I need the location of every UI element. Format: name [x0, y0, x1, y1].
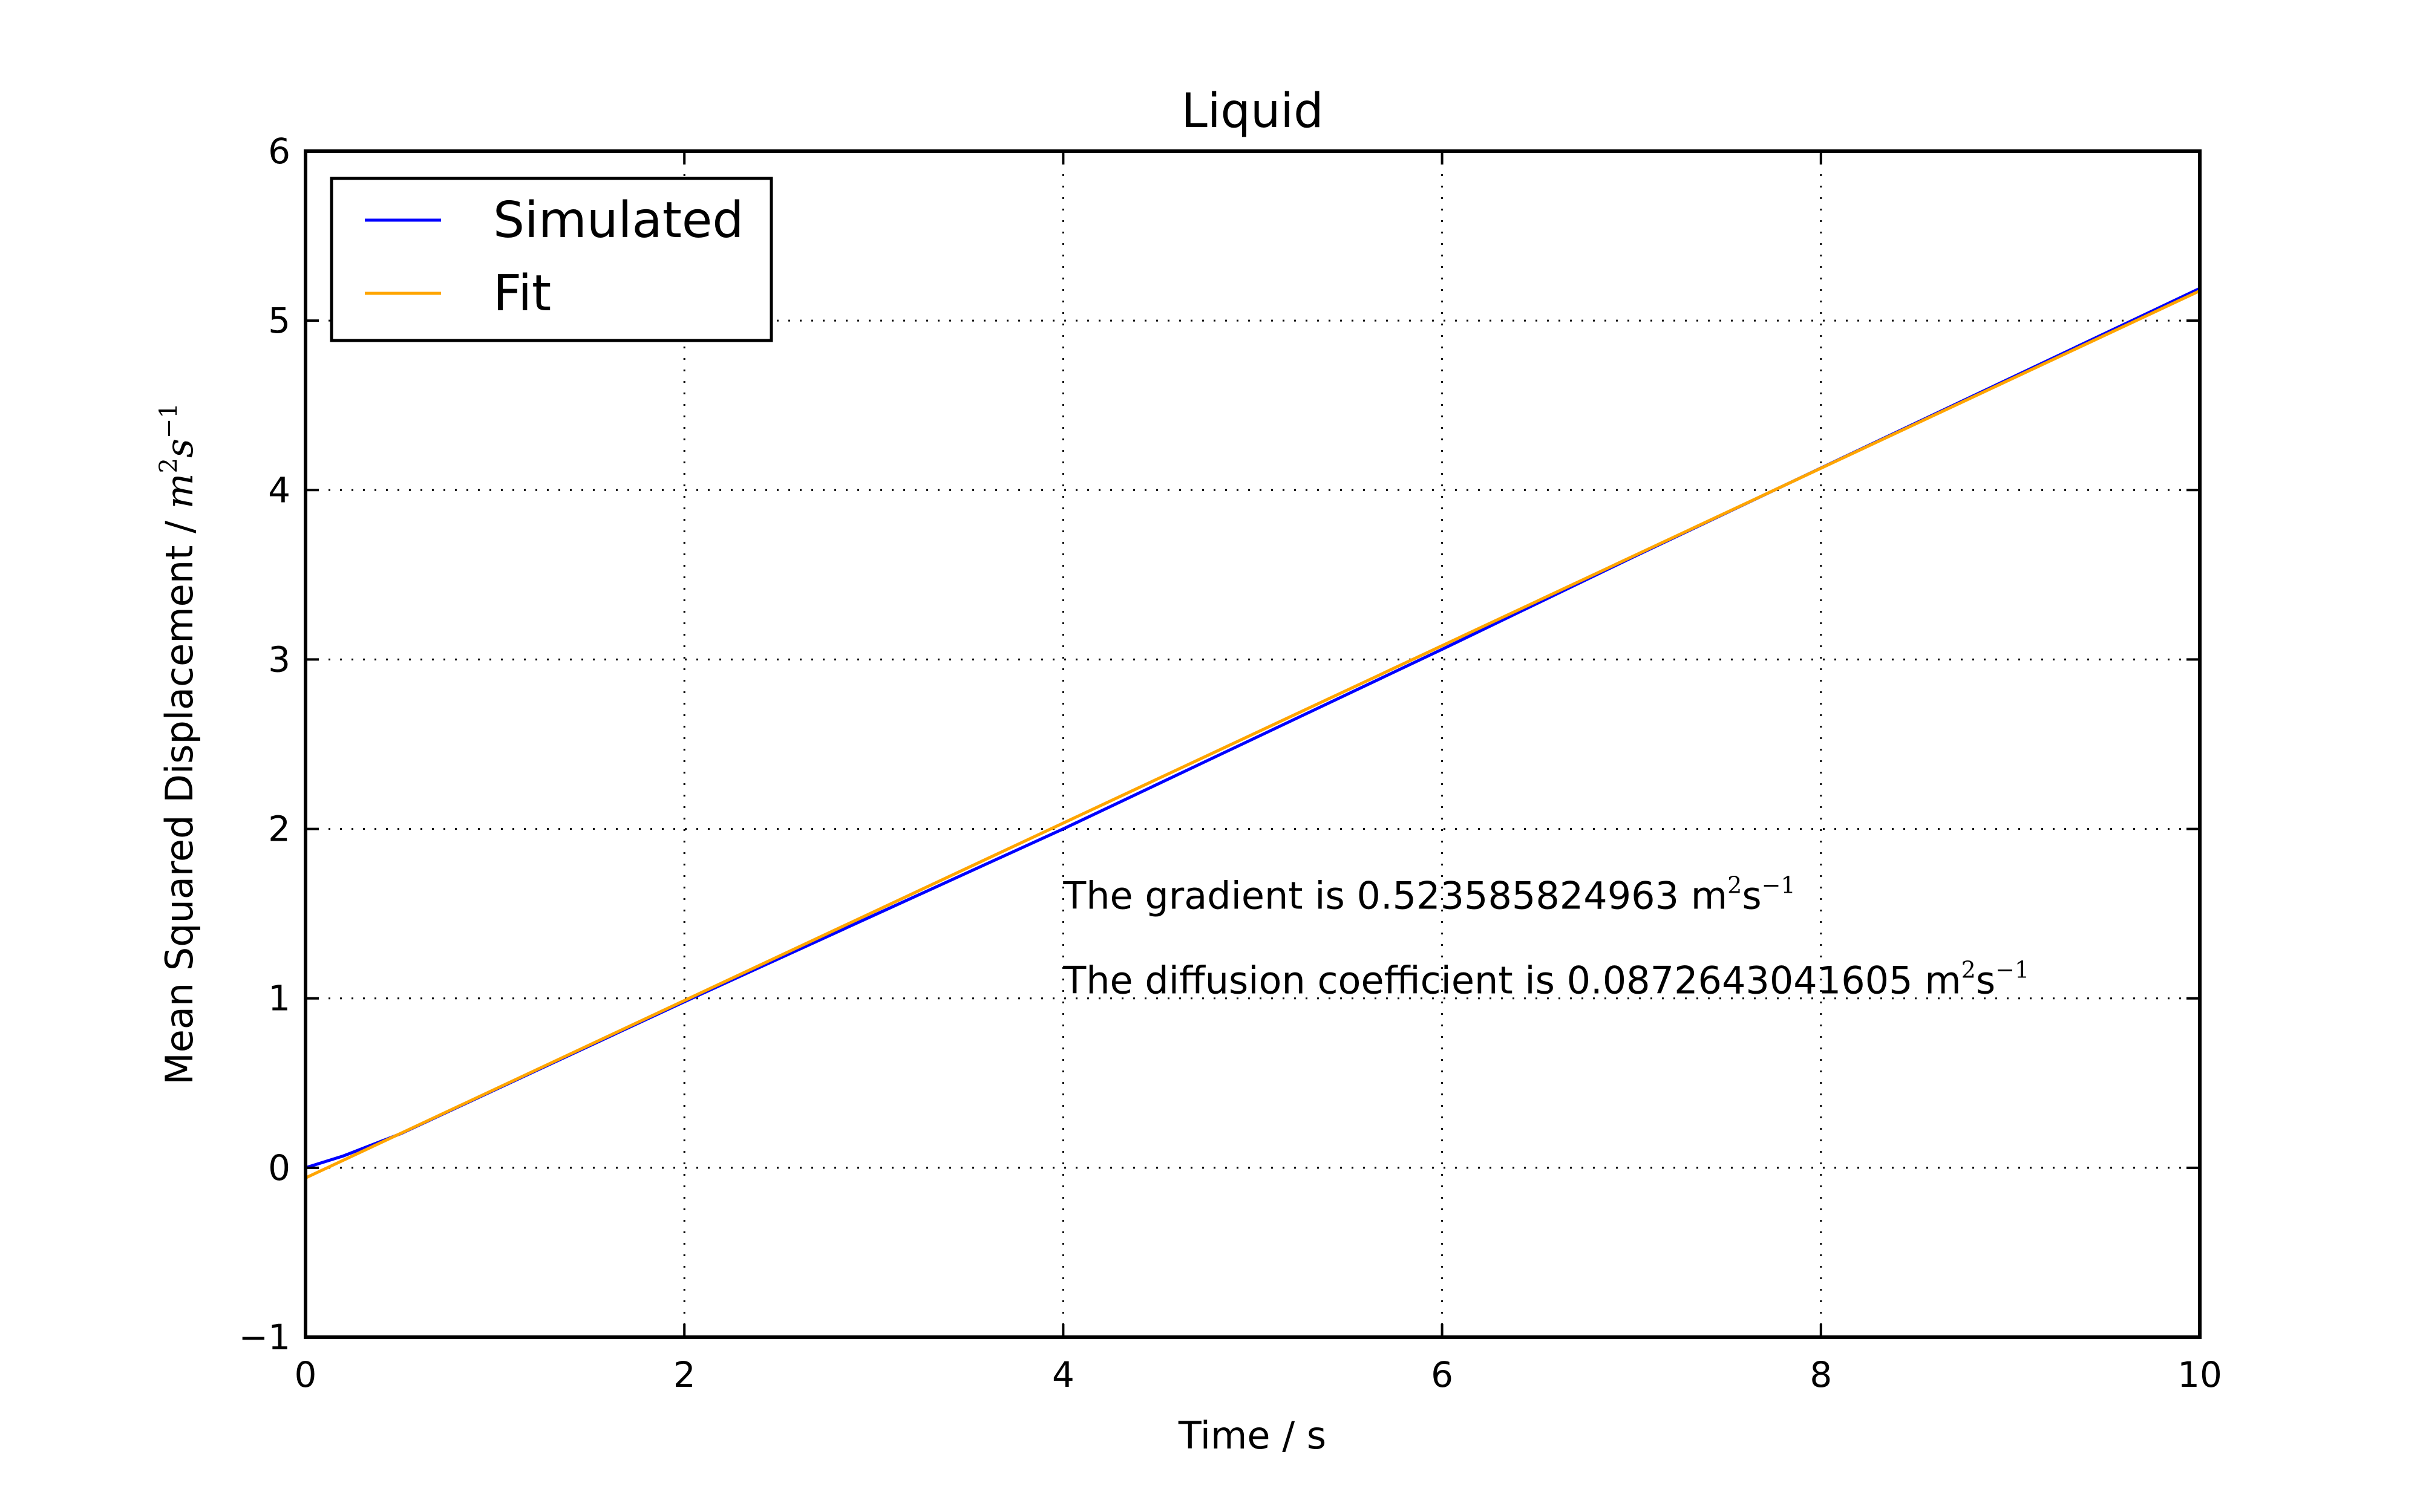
x-tick-label: 2: [673, 1354, 696, 1395]
grid: [306, 151, 2200, 1337]
annotation-part: s: [1976, 959, 1995, 1003]
legend-label-simulated: Simulated: [493, 192, 744, 249]
y-tick-label: 2: [268, 809, 290, 850]
plot-frame: [304, 149, 2202, 1339]
chart-title: Liquid: [1181, 84, 1323, 138]
x-axis-label: Time / s: [1178, 1413, 1326, 1458]
y-tick-label: 0: [268, 1147, 290, 1188]
annotation-text: The gradient is 0.523585824963 m2s−1: [1062, 872, 1795, 918]
x-tick-label: 4: [1052, 1354, 1074, 1395]
series-group: [304, 287, 2201, 1179]
annotation-part: 2: [1961, 957, 1976, 983]
y-tick-label: −1: [239, 1317, 291, 1358]
annotation-part: 2: [1727, 872, 1742, 899]
y-axis-label-text: Mean Squared Displacement /: [157, 509, 201, 1085]
annotation-part: s: [1742, 874, 1761, 918]
annotations: The gradient is 0.523585824963 m2s−1The …: [1062, 872, 2029, 1003]
legend: Simulated Fit: [330, 177, 773, 342]
series-line-fit: [304, 289, 2201, 1179]
x-tick-label: 0: [295, 1354, 317, 1395]
annotation-part: −1: [1762, 872, 1796, 899]
annotation-part: The diffusion coefficient is 0.087264304…: [1062, 959, 1961, 1003]
y-axis-label: Mean Squared Displacement / m2s−1: [155, 403, 201, 1085]
y-tick-label: 4: [268, 469, 290, 510]
annotation-part: The gradient is 0.523585824963 m: [1062, 874, 1727, 918]
y-tick-label: 5: [268, 300, 290, 341]
y-tick-label: 1: [268, 978, 290, 1019]
y-tick-label: 6: [268, 131, 290, 172]
legend-label-fit: Fit: [493, 265, 551, 322]
x-tick-label: 10: [2177, 1354, 2222, 1395]
legend-box: [330, 177, 773, 342]
y-tick-label: 3: [268, 639, 290, 680]
x-tick-label: 6: [1431, 1354, 1453, 1395]
x-tick-label: 8: [1810, 1354, 1832, 1395]
annotation-text: The diffusion coefficient is 0.087264304…: [1062, 957, 2029, 1003]
annotation-part: −1: [1995, 957, 2029, 983]
